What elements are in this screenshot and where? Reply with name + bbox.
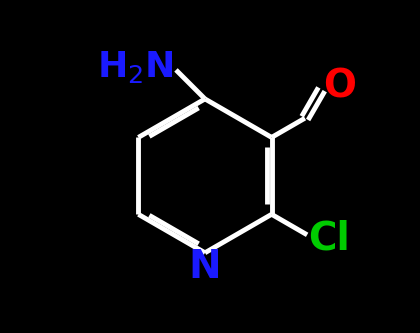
Text: H$_2$N: H$_2$N: [97, 49, 173, 85]
Text: N: N: [189, 248, 221, 286]
Text: Cl: Cl: [308, 220, 350, 258]
Text: O: O: [323, 68, 356, 106]
